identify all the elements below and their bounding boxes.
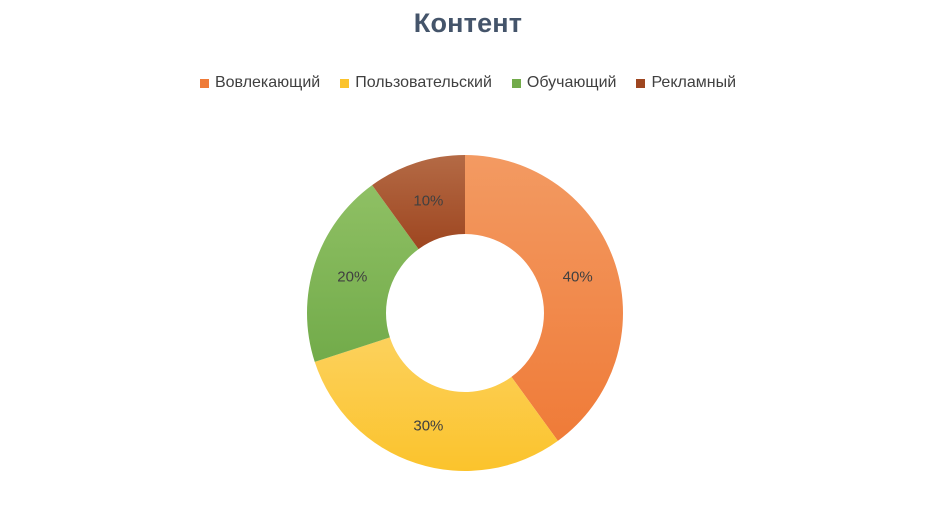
- donut-slice-advertising: [372, 155, 465, 250]
- legend-label-educational: Обучающий: [526, 74, 617, 91]
- legend-item-engaging: Вовлекающий: [199, 74, 321, 92]
- donut-slice-engaging: [465, 155, 623, 441]
- data-label-educational: 20%: [337, 268, 367, 285]
- legend-swatch-engaging: [199, 78, 209, 88]
- legend-label-user: Пользовательский: [355, 74, 492, 91]
- legend: Вовлекающий Пользовательский Обучающий Р…: [0, 74, 936, 92]
- legend-swatch-advertising: [636, 78, 646, 88]
- legend-item-advertising: Рекламный: [636, 74, 736, 92]
- data-label-user: 30%: [413, 418, 443, 435]
- donut-slice-educational: [307, 185, 419, 362]
- legend-item-user: Пользовательский: [340, 74, 492, 92]
- data-label-engaging: 40%: [563, 268, 593, 285]
- legend-swatch-user: [340, 78, 350, 88]
- data-label-advertising: 10%: [413, 192, 443, 209]
- legend-item-educational: Обучающий: [511, 74, 617, 92]
- donut-slice-user: [314, 337, 558, 471]
- legend-swatch-educational: [511, 78, 521, 88]
- legend-label-advertising: Рекламный: [651, 74, 737, 91]
- legend-label-engaging: Вовлекающий: [214, 74, 321, 91]
- chart-title: Контент: [413, 8, 523, 38]
